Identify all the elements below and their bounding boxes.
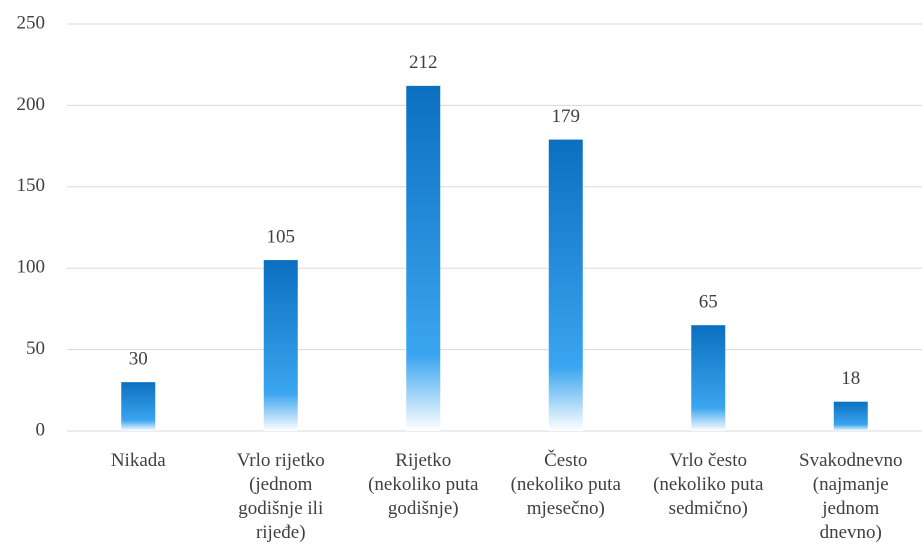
- data-label: 212: [409, 52, 438, 73]
- data-label: 105: [267, 226, 296, 247]
- bar: [121, 382, 156, 431]
- bar: [691, 325, 726, 431]
- bar: [406, 85, 441, 431]
- bar: [833, 401, 868, 431]
- bar: [263, 260, 298, 431]
- x-tick-label: Rijetko (nekoliko puta godišnje): [368, 450, 479, 519]
- x-tick-label: Svakodnevno (najmanje jednom dnevno): [799, 450, 903, 543]
- y-tick-label: 150: [17, 175, 46, 196]
- y-tick-label: 250: [17, 12, 46, 33]
- y-tick-label: 200: [17, 94, 46, 115]
- bar: [548, 139, 583, 431]
- data-label: 30: [129, 349, 148, 370]
- data-label: 65: [699, 292, 718, 313]
- x-tick-label: Nikada: [110, 450, 166, 471]
- data-label: 179: [552, 106, 581, 127]
- x-tick-label: Često (nekoliko puta mjesečno): [510, 450, 621, 519]
- y-tick-label: 0: [36, 419, 46, 440]
- y-tick-label: 100: [17, 257, 46, 278]
- data-label: 18: [841, 368, 860, 389]
- x-tick-label: Vrlo rijetko (jednom godišnje ili rijeđe…: [236, 450, 325, 543]
- x-tick-label: Vrlo često (nekoliko puta sedmično): [653, 450, 764, 519]
- y-tick-label: 50: [26, 338, 45, 359]
